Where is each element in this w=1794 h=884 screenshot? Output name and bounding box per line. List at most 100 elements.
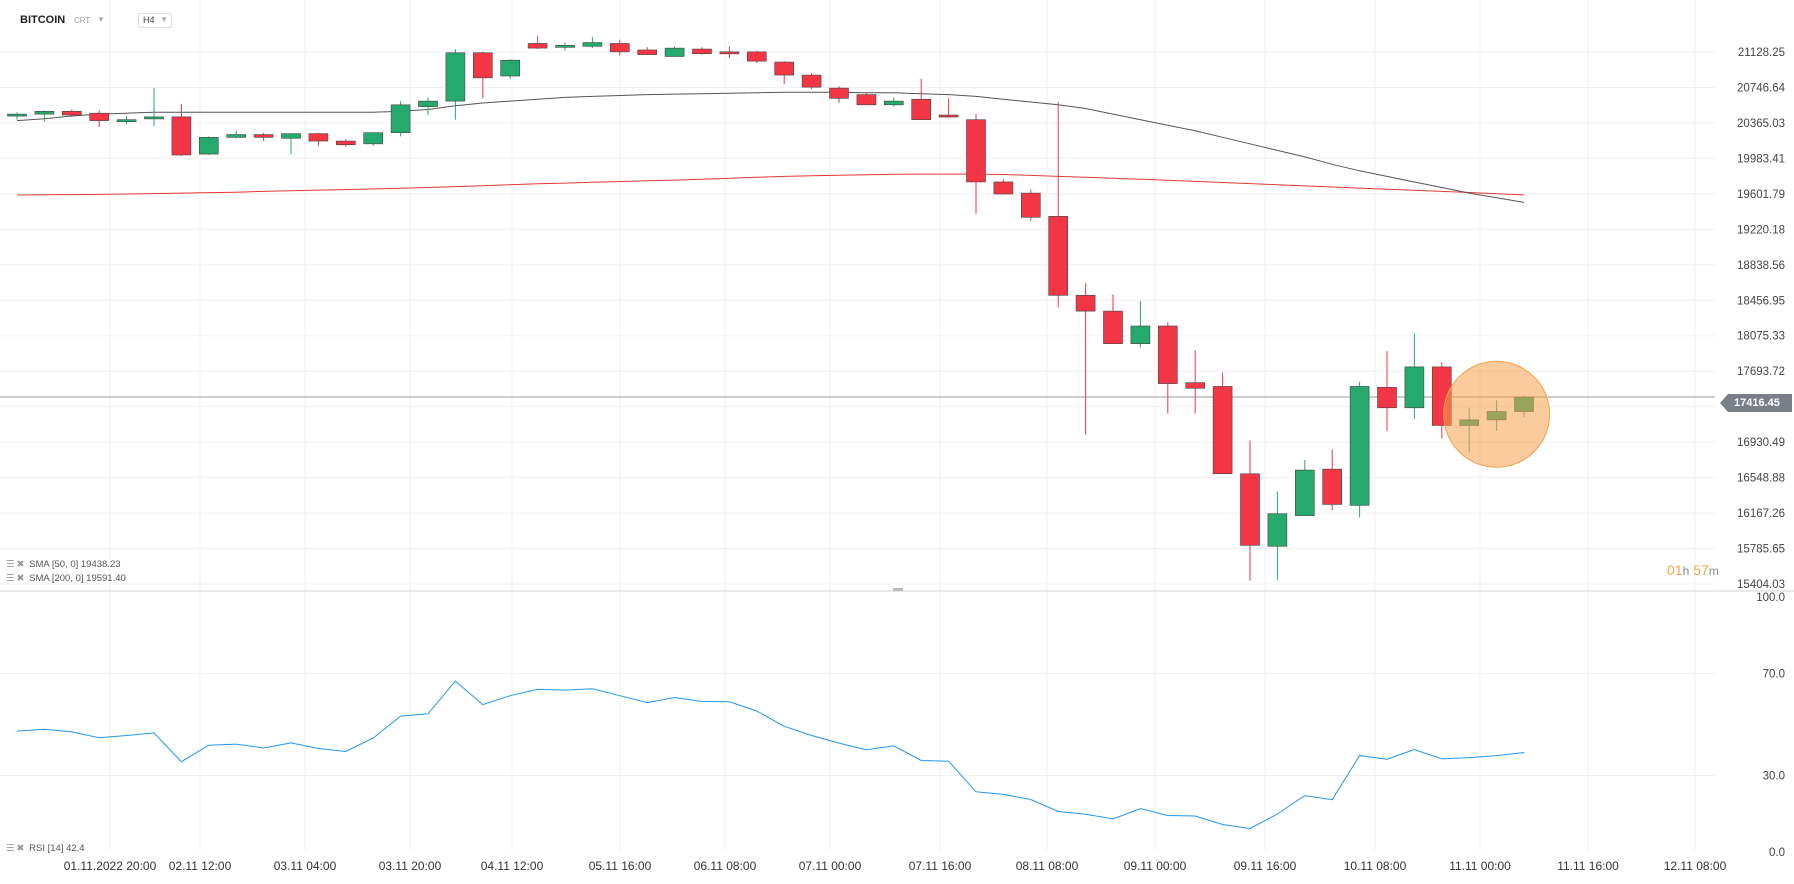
close-icon[interactable]: ✖ [16, 843, 25, 854]
candle-body [89, 112, 109, 121]
candle-up [281, 133, 301, 155]
candle-body [199, 137, 219, 155]
price-tick-label: 16167.26 [1737, 508, 1785, 520]
candle-up [664, 46, 685, 57]
candle-down [1020, 189, 1041, 221]
symbol-name[interactable]: BITCOIN [20, 14, 66, 26]
price-tick-label: 19983.41 [1737, 153, 1785, 165]
candle-down [1075, 283, 1096, 435]
candle-body [719, 51, 740, 55]
candle-up [34, 110, 55, 122]
candle-body [664, 47, 685, 57]
candle-body [1075, 295, 1096, 312]
candle-body [1185, 382, 1205, 389]
candle-body [966, 119, 986, 183]
candle-up [555, 42, 575, 51]
rsi-tick-label: 0.0 [1769, 847, 1785, 859]
candle-body [1349, 386, 1370, 506]
rsi-legend-text: RSI [14] 42.4 [29, 843, 85, 854]
x-tick-label: 10.11 08:00 [1344, 859, 1407, 873]
candle-body [1377, 387, 1397, 409]
candle-down [1158, 322, 1178, 414]
rsi-legend[interactable]: ☰ ✖ RSI [14] 42.4 [6, 843, 85, 854]
close-icon[interactable]: ✖ [16, 559, 25, 570]
menu-icon[interactable]: ☰ [6, 573, 15, 584]
sma200-line [16, 173, 1525, 196]
candle-up [363, 132, 384, 146]
candle-down [746, 50, 767, 63]
candle-body [1158, 325, 1178, 384]
candle-body [144, 116, 164, 120]
menu-icon[interactable]: ☰ [6, 843, 15, 854]
candle-up [144, 88, 164, 127]
candle-down [1185, 350, 1205, 414]
x-tick-label: 07.11 00:00 [799, 859, 862, 873]
candle-body [7, 113, 27, 117]
candle-down [1377, 351, 1397, 432]
sma200-legend[interactable]: ☰ ✖ SMA [200, 0] 19591.40 [6, 573, 126, 584]
candle-body [226, 134, 246, 138]
countdown-minutes-unit: m [1708, 564, 1719, 578]
price-tick-label: 18838.56 [1737, 260, 1785, 272]
menu-icon[interactable]: ☰ [6, 559, 15, 570]
x-tick-label: 03.11 04:00 [274, 859, 337, 873]
candle-body [472, 52, 493, 79]
price-tick-label: 19601.79 [1737, 189, 1785, 201]
x-tick-label: 06.11 08:00 [694, 859, 757, 873]
candle-down [911, 78, 932, 120]
candle-up [1267, 491, 1288, 580]
panel-resize-handle[interactable] [893, 588, 903, 591]
candle-body [1212, 386, 1233, 475]
x-tick-label: 04.11 12:00 [481, 859, 544, 873]
candle-down [609, 39, 630, 56]
candle-body [1020, 192, 1041, 218]
candle-down [335, 139, 356, 147]
candle-body [1267, 513, 1288, 547]
price-tick-label: 21128.25 [1738, 47, 1785, 59]
symbol-type: CRT [74, 16, 91, 25]
candle-body [801, 74, 822, 88]
candle-up [7, 112, 27, 120]
candle-down [527, 36, 548, 50]
x-tick-label: 01.11.2022 20:00 [64, 859, 157, 873]
candle-body [34, 111, 55, 115]
price-tick-label: 15404.03 [1737, 579, 1785, 591]
candle-body [1130, 325, 1151, 344]
x-tick-label: 02.11 12:00 [169, 859, 232, 873]
candle-down [1103, 294, 1123, 344]
x-tick-label: 08.11 08:00 [1016, 859, 1079, 873]
rsi-tick-label: 70.0 [1763, 669, 1785, 681]
candle-down [1240, 440, 1260, 581]
price-tick-label: 16548.88 [1737, 473, 1785, 485]
timeframe-selector[interactable]: H4 ▼ [138, 13, 172, 28]
sma50-legend[interactable]: ☰ ✖ SMA [50, 0] 19438.23 [6, 559, 121, 570]
current-price-tag: 17416.45 [1720, 394, 1792, 412]
candle-body [609, 43, 630, 53]
price-tick-label: 16930.49 [1737, 437, 1785, 449]
x-tick-label: 12.11 08:00 [1664, 859, 1727, 873]
sma200-legend-text: SMA [200, 0] 19591.40 [29, 573, 126, 584]
candle-down [472, 51, 493, 99]
candle-body [1103, 310, 1123, 344]
candle-down [829, 86, 849, 103]
candle-body [993, 181, 1014, 195]
candle-body [582, 42, 603, 47]
candle-body [637, 49, 658, 55]
candle-body [61, 111, 82, 116]
candle-up [1295, 459, 1315, 516]
x-tick-label: 09.11 16:00 [1234, 859, 1297, 873]
close-icon[interactable]: ✖ [16, 573, 25, 584]
candle-body [1048, 216, 1068, 296]
chevron-down-icon[interactable]: ▼ [97, 15, 105, 24]
candle-body [883, 100, 904, 106]
sma50-legend-text: SMA [50, 0] 19438.23 [29, 559, 121, 570]
candle-body [500, 59, 521, 77]
x-tick-label: 03.11 20:00 [379, 859, 442, 873]
candle-body [938, 114, 959, 118]
price-tick-label: 20746.64 [1737, 82, 1786, 94]
price-tick-label: 18456.95 [1737, 295, 1785, 307]
candle-body [418, 100, 438, 107]
highlight-circle [1443, 360, 1551, 468]
candle-down [637, 47, 658, 55]
